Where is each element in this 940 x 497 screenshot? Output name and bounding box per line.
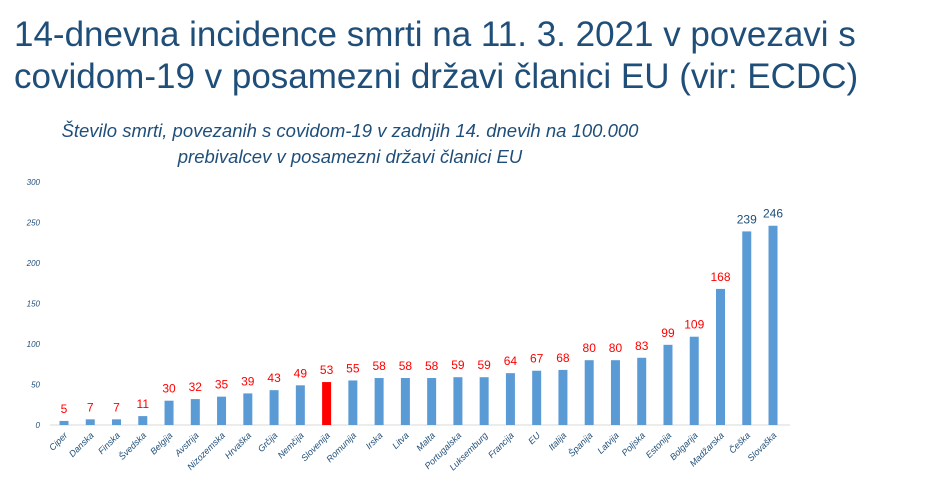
bar-EU	[532, 370, 542, 425]
bar-Irska	[374, 378, 384, 425]
bar-Estonija	[663, 344, 673, 425]
bar-Finska	[112, 419, 122, 425]
bar-Bolgarija	[689, 336, 699, 425]
data-label: 99	[661, 326, 675, 340]
bar-Luksemburg	[479, 377, 489, 425]
data-label: 59	[477, 358, 491, 372]
x-tick-label: Hrvaška	[223, 430, 253, 460]
data-label: 35	[215, 378, 229, 392]
data-label: 246	[763, 207, 783, 221]
bar-Avstrija	[190, 399, 200, 425]
x-tick-label: Slovaška	[746, 430, 779, 463]
data-label: 55	[346, 361, 360, 375]
data-label: 5	[61, 402, 68, 416]
bar-Češka	[742, 231, 752, 425]
bar-Portugalska	[453, 377, 463, 425]
bar-Francija	[505, 373, 515, 425]
data-label: 43	[267, 371, 281, 385]
x-tick-label: Švedska	[117, 430, 148, 461]
x-tick-label: Grčija	[256, 430, 280, 454]
x-tick-label: Francija	[486, 430, 516, 460]
data-label: 53	[320, 363, 334, 377]
x-tick-label: Češka	[727, 430, 752, 455]
data-label: 32	[189, 380, 203, 394]
x-tick-label: Litva	[390, 430, 411, 451]
y-tick-label: 150	[27, 300, 41, 309]
data-label: 68	[556, 351, 570, 365]
data-label: 64	[504, 354, 518, 368]
bar-Madžarska	[716, 288, 725, 425]
x-tick-label: Irska	[364, 430, 385, 451]
title-line-2: covidom-19 v posamezni državi članici EU…	[14, 57, 859, 96]
bar-Slovaška	[768, 225, 778, 425]
data-label: 59	[451, 358, 465, 372]
bar-Slovenija	[322, 382, 332, 425]
bar-Poljska	[637, 357, 647, 425]
data-label: 49	[294, 366, 308, 380]
bar-Nizozemska	[217, 396, 227, 425]
bar-Malta	[427, 378, 437, 425]
data-label: 30	[162, 382, 176, 396]
bar-Litva	[400, 378, 410, 425]
y-tick-label: 200	[26, 259, 41, 268]
x-tick-label: Ciper	[47, 430, 70, 453]
bar-Grčija	[269, 390, 279, 425]
x-tick-label: Španija	[566, 430, 594, 458]
y-tick-label: 50	[31, 381, 40, 390]
chart-title: Število smrti, povezanih s covidom-19 v …	[61, 120, 639, 167]
x-tick-label: Italija	[546, 430, 568, 452]
bar-Švedska	[138, 416, 148, 425]
data-label: 83	[635, 339, 649, 353]
data-label: 7	[87, 400, 94, 414]
x-tick-label: Malta	[414, 430, 437, 453]
data-label: 67	[530, 352, 544, 366]
data-label: 58	[425, 359, 439, 373]
bar-Španija	[584, 360, 594, 425]
data-label: 239	[737, 212, 757, 226]
data-label: 58	[399, 359, 413, 373]
data-label: 11	[137, 397, 150, 411]
x-tick-label: Belgija	[148, 430, 174, 456]
data-label: 39	[241, 374, 255, 388]
bar-Ciper	[59, 420, 69, 425]
bar-Romunija	[348, 380, 358, 425]
bar-Hrvaška	[243, 393, 253, 425]
data-label: 7	[113, 400, 120, 414]
y-tick-label: 100	[27, 340, 41, 349]
x-tick-label: Poljska	[620, 430, 648, 458]
x-tick-label: EU	[526, 430, 542, 446]
y-tick-label: 0	[36, 421, 41, 430]
y-tick-label: 300	[27, 178, 41, 187]
data-label: 168	[710, 270, 730, 284]
data-label: 80	[609, 341, 623, 355]
x-tick-label: Danska	[67, 430, 96, 459]
bar-Latvija	[610, 360, 620, 425]
data-label: 80	[583, 341, 597, 355]
title-line-1: 14-dnevna incidence smrti na 11. 3. 2021…	[14, 15, 856, 54]
bar-Belgija	[164, 400, 174, 425]
x-tick-label: Latvija	[595, 430, 620, 455]
bar-Danska	[85, 419, 95, 425]
data-label: 109	[684, 318, 704, 332]
data-label: 58	[372, 359, 386, 373]
bar-Italija	[558, 369, 568, 425]
page-title: 14-dnevna incidence smrti na 11. 3. 2021…	[14, 14, 858, 98]
bar-Nemčija	[295, 385, 305, 425]
y-tick-label: 250	[26, 219, 41, 228]
